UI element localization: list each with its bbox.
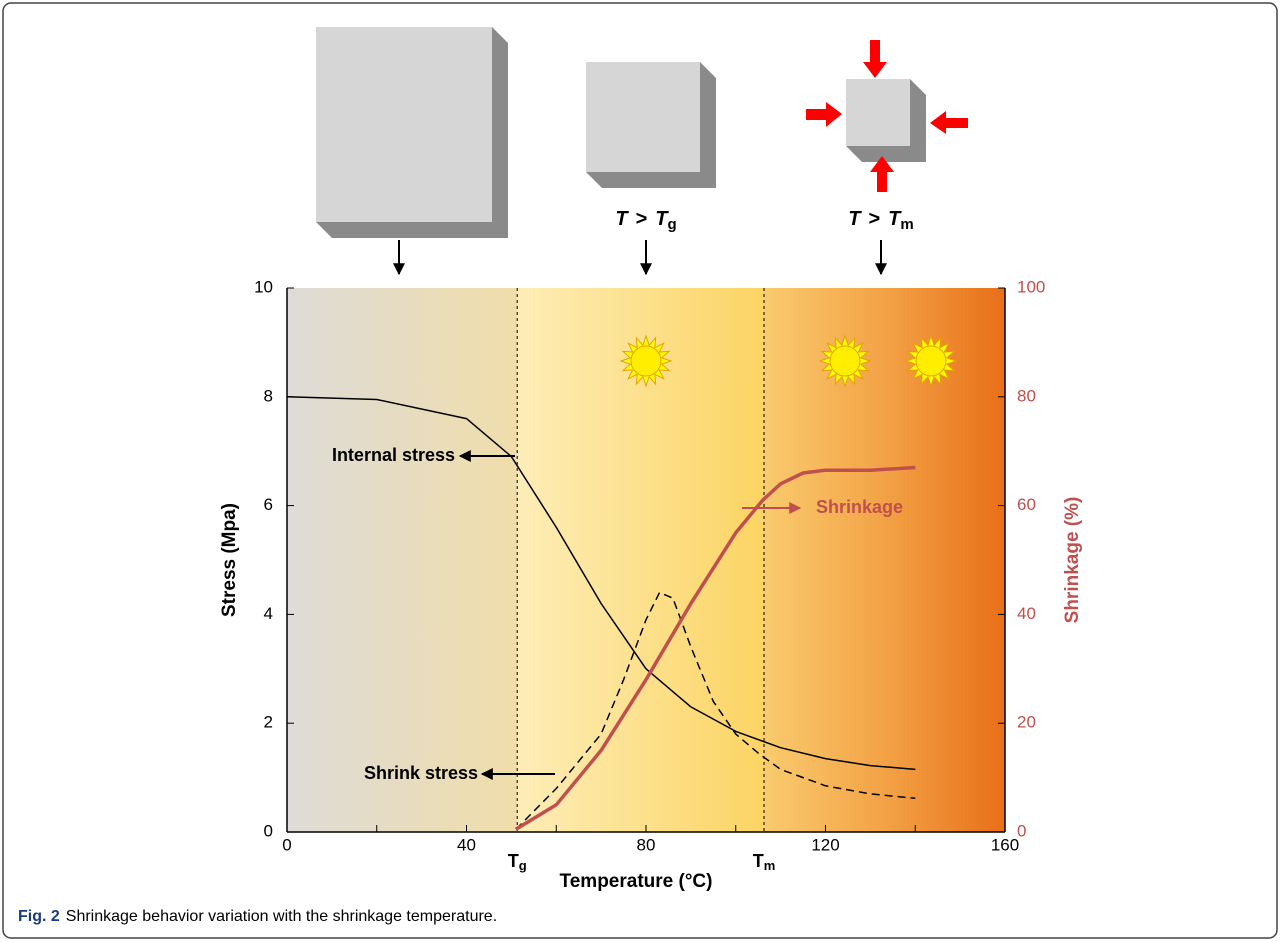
cubes bbox=[316, 27, 968, 274]
caption: Fig. 2 Shrinkage behavior variation with … bbox=[18, 908, 497, 925]
sun bbox=[830, 346, 860, 376]
y2-tick-label: 40 bbox=[1017, 604, 1036, 623]
y-tick-label: 6 bbox=[264, 495, 273, 514]
sun bbox=[916, 346, 946, 376]
panel-sub: g bbox=[667, 216, 676, 233]
figure: TgTm040801201600246810020406080100Temper… bbox=[0, 0, 1281, 942]
caption-label: Fig. 2 bbox=[18, 908, 60, 925]
x-tick-label: 0 bbox=[282, 835, 291, 854]
y2-tick-label: 100 bbox=[1017, 277, 1045, 296]
y-tick-label: 4 bbox=[264, 604, 273, 623]
y2-tick-label: 60 bbox=[1017, 495, 1036, 514]
caption-text: Shrinkage behavior variation with the sh… bbox=[66, 908, 497, 925]
y-tick-label: 0 bbox=[264, 821, 273, 840]
panel-op: > bbox=[868, 208, 880, 230]
y2-axis-title: Shrinkage (%) bbox=[1062, 497, 1083, 624]
sun bbox=[631, 346, 661, 376]
marker-var: T bbox=[753, 851, 764, 871]
marker-sub: m bbox=[764, 858, 776, 873]
panel-var: T bbox=[848, 208, 862, 230]
y-tick-label: 10 bbox=[254, 277, 273, 296]
x-tick-label: 160 bbox=[991, 835, 1019, 854]
series-label: Shrink stress bbox=[364, 763, 478, 783]
panel-op: > bbox=[636, 208, 648, 230]
band bbox=[764, 288, 1005, 832]
x-tick-label: 120 bbox=[811, 835, 839, 854]
marker-sub: g bbox=[519, 858, 527, 873]
panel-label: T>Tg bbox=[615, 208, 676, 233]
panel-var: T bbox=[615, 208, 629, 230]
y-tick-label: 2 bbox=[264, 713, 273, 732]
marker-label: Tg bbox=[508, 851, 527, 874]
y2-tick-label: 0 bbox=[1017, 821, 1026, 840]
panel-label: T>Tm bbox=[848, 208, 913, 233]
x-tick-label: 80 bbox=[637, 835, 656, 854]
x-tick-label: 40 bbox=[457, 835, 476, 854]
y-tick-label: 8 bbox=[264, 386, 273, 405]
panel-sub: m bbox=[900, 216, 913, 233]
x-axis-title: Temperature (°C) bbox=[560, 871, 713, 892]
y2-tick-label: 20 bbox=[1017, 713, 1036, 732]
y-axis-title: Stress (Mpa) bbox=[219, 503, 240, 617]
marker-var: T bbox=[508, 851, 519, 871]
band bbox=[287, 288, 517, 832]
marker-label: Tm bbox=[753, 851, 776, 874]
series-label: Internal stress bbox=[332, 445, 455, 465]
series-label: Shrinkage bbox=[816, 497, 903, 517]
y2-tick-label: 80 bbox=[1017, 386, 1036, 405]
